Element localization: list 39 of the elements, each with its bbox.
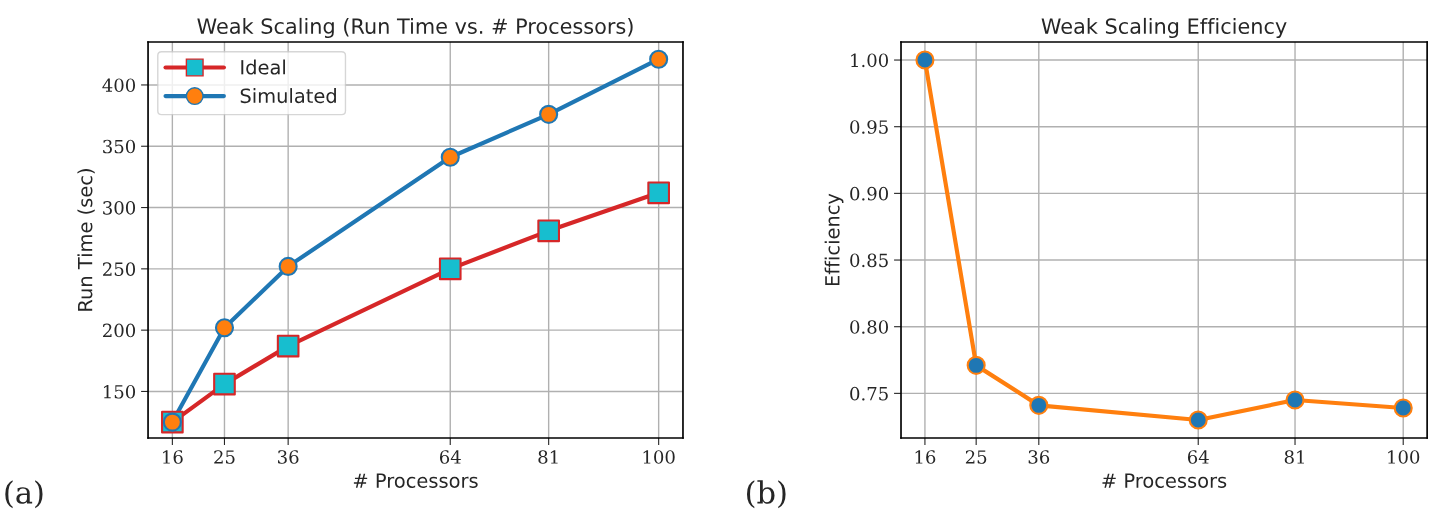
x-tick-label: 81 [1284, 450, 1304, 464]
x-axis-title: # Processors [353, 473, 478, 488]
text: (a) [5, 480, 43, 509]
y-axis-title: Efficiency [824, 193, 844, 286]
y-tick-label: 0.95 [850, 120, 888, 134]
point [213, 372, 236, 396]
y-axis-title: Run Time (sec) [77, 169, 95, 311]
y-tick-label: 400 [102, 78, 136, 93]
point [276, 334, 300, 358]
x-tick-label: 25 [214, 450, 235, 464]
x-tick-label: 100 [643, 450, 675, 464]
y-tick-label: 1.00 [851, 53, 889, 68]
x-tick-label: 36 [278, 450, 299, 464]
text: (b) [747, 480, 786, 509]
point [647, 181, 670, 205]
x-tick-label: 81 [538, 450, 558, 464]
y-tick-label: 350 [103, 139, 136, 154]
x-tick-label: 36 [1028, 450, 1050, 464]
legend-label: Ideal [241, 59, 285, 75]
point [537, 219, 560, 243]
x-axis-title: # Processors [1102, 473, 1227, 488]
y-tick-label: 250 [103, 262, 136, 276]
y-tick-label: 200 [103, 323, 136, 338]
x-tick-label: 64 [439, 450, 461, 464]
point [438, 257, 462, 281]
y-tick-label: 0.85 [850, 253, 888, 268]
y-tick-label: 300 [103, 201, 136, 215]
x-tick-label: 100 [1388, 450, 1420, 464]
y-tick-label: 0.90 [850, 186, 889, 201]
x-tick-label: 64 [1187, 450, 1209, 464]
y-tick-label: 0.80 [850, 320, 889, 334]
chart-title: Weak Scaling (Run Time vs. # Processors) [197, 17, 633, 39]
x-tick-label: 16 [163, 450, 183, 464]
y-tick-label: 0.75 [850, 386, 888, 401]
x-tick-label: 25 [965, 450, 987, 464]
legend-label: Simulated [240, 88, 336, 104]
chart-title: Weak Scaling Efficiency [1041, 17, 1287, 39]
x-tick-label: 16 [915, 450, 936, 464]
y-tick-label: 150 [103, 384, 136, 399]
